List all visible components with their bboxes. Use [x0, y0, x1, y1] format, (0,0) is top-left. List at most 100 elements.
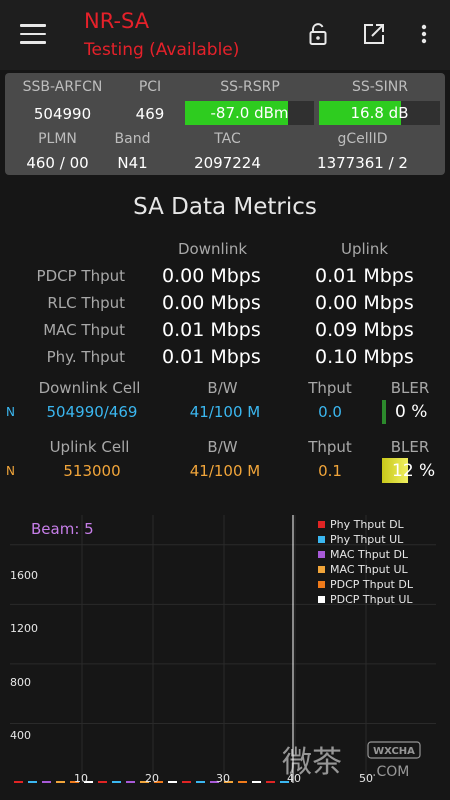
baseline-mark	[140, 781, 149, 783]
baseline-mark	[182, 781, 191, 783]
legend-swatch	[318, 596, 325, 603]
uplink-header: Uplink	[340, 240, 389, 258]
mac-ul-value: 0.09 Mbps	[315, 319, 414, 341]
legend-swatch	[318, 521, 325, 528]
baseline-mark	[112, 781, 121, 783]
baseline-mark	[84, 781, 93, 783]
pdcp-ul-value: 0.01 Mbps	[315, 265, 414, 287]
pci-value: 469	[135, 105, 165, 123]
tac-value: 2097224	[194, 154, 261, 172]
legend-label: MAC Thput DL	[330, 548, 409, 561]
baseline-mark	[210, 781, 219, 783]
page-title: NR-SA	[84, 9, 150, 33]
downlink-cell-header: Downlink Cell	[38, 379, 141, 397]
legend-label: PDCP Thput DL	[330, 578, 413, 591]
legend-label: MAC Thput UL	[330, 563, 408, 576]
status-subtitle: Testing (Available)	[84, 40, 240, 60]
mac-thput-label: MAC Thput	[43, 321, 125, 339]
baseline-mark	[14, 781, 23, 783]
x-tick-40: 40	[287, 772, 301, 785]
ul-bler-value: 12 %	[392, 461, 436, 481]
ul-thput-header: Thput	[308, 438, 352, 456]
baseline-mark	[56, 781, 65, 783]
arfcn-value: 504990	[33, 105, 92, 123]
legend-label: PDCP Thput UL	[330, 593, 413, 606]
baseline-mark	[168, 781, 177, 783]
baseline-mark	[266, 781, 275, 783]
ul-bw-header: B/W	[207, 438, 238, 456]
dl-bw-value: 41/100 M	[189, 403, 261, 421]
sinr-label: SS-SINR	[351, 79, 409, 95]
watermark-tag: WXCHA	[373, 746, 415, 757]
baseline-mark	[70, 781, 79, 783]
throughput-chart	[0, 505, 450, 800]
dl-thput-value: 0.0	[318, 403, 342, 421]
phy-thput-label: Phy. Thput	[46, 348, 125, 366]
ul-nr-indicator: N	[6, 464, 15, 478]
ul-bler-header: BLER	[390, 438, 430, 456]
dl-bler-bar	[382, 400, 386, 424]
chart-baseline	[14, 781, 289, 783]
mac-dl-value: 0.01 Mbps	[162, 319, 261, 341]
baseline-mark	[154, 781, 163, 783]
dl-bler-header: BLER	[390, 379, 430, 397]
plmn-value: 460 / 00	[26, 154, 89, 172]
baseline-mark	[280, 781, 289, 783]
ul-cell-value: 513000	[63, 462, 121, 480]
rsrp-bar-fill	[185, 101, 289, 125]
metrics-title: SA Data Metrics	[133, 194, 317, 220]
ul-thput-value: 0.1	[318, 462, 342, 480]
y-tick-800: 800	[10, 676, 31, 689]
wxcha-watermark: 微茶 WXCHA .COM	[282, 741, 421, 780]
dl-thput-header: Thput	[308, 379, 352, 397]
y-tick-1600: 1600	[10, 569, 38, 582]
rlc-dl-value: 0.00 Mbps	[162, 292, 261, 314]
app-bar: NR-SA Testing (Available)	[0, 0, 450, 70]
menu-icon[interactable]	[20, 24, 46, 46]
legend-label: Phy Thput DL	[330, 518, 404, 531]
sinr-bar: 16.8 dB	[319, 101, 440, 125]
more-options-icon[interactable]	[412, 22, 436, 46]
dl-bw-header: B/W	[207, 379, 238, 397]
baseline-mark	[224, 781, 233, 783]
legend-swatch	[318, 581, 325, 588]
rlc-thput-label: RLC Thput	[47, 294, 125, 312]
phy-ul-value: 0.10 Mbps	[315, 346, 414, 368]
legend-swatch	[318, 536, 325, 543]
cell-info-panel: SSB-ARFCN PCI SS-RSRP SS-SINR 504990 469…	[5, 73, 445, 175]
sinr-value: 16.8 dB	[350, 104, 409, 122]
open-external-icon[interactable]	[362, 22, 386, 46]
rsrp-value: -87.0 dBm	[210, 104, 289, 122]
pci-label: PCI	[138, 79, 162, 95]
rlc-ul-value: 0.00 Mbps	[315, 292, 414, 314]
rsrp-bar: -87.0 dBm	[185, 101, 314, 125]
pdcp-thput-label: PDCP Thput	[36, 267, 125, 285]
ul-bler-bar	[382, 458, 408, 483]
arfcn-label: SSB-ARFCN	[22, 79, 103, 95]
pdcp-dl-value: 0.00 Mbps	[162, 265, 261, 287]
watermark-logo: 微茶	[282, 745, 342, 780]
baseline-mark	[98, 781, 107, 783]
dl-cell-value: 504990/469	[46, 403, 138, 421]
gcell-value: 1377361 / 2	[317, 154, 408, 172]
x-tick-20: 20	[145, 772, 159, 785]
baseline-mark	[238, 781, 247, 783]
dl-bler-value: 0 %	[395, 402, 428, 422]
uplink-cell-header: Uplink Cell	[49, 438, 130, 456]
legend-swatch	[318, 566, 325, 573]
baseline-mark	[28, 781, 37, 783]
unlock-icon[interactable]	[306, 22, 330, 46]
baseline-mark	[42, 781, 51, 783]
ul-bw-value: 41/100 M	[189, 462, 261, 480]
baseline-mark	[126, 781, 135, 783]
y-tick-1200: 1200	[10, 622, 38, 635]
band-value: N41	[117, 154, 148, 172]
downlink-header: Downlink	[177, 240, 248, 258]
x-tick-30: 30	[216, 772, 230, 785]
tac-label: TAC	[214, 131, 241, 147]
phy-dl-value: 0.01 Mbps	[162, 346, 261, 368]
plmn-label: PLMN	[38, 131, 77, 147]
band-label: Band	[114, 131, 151, 147]
baseline-mark	[196, 781, 205, 783]
y-tick-400: 400	[10, 729, 31, 742]
